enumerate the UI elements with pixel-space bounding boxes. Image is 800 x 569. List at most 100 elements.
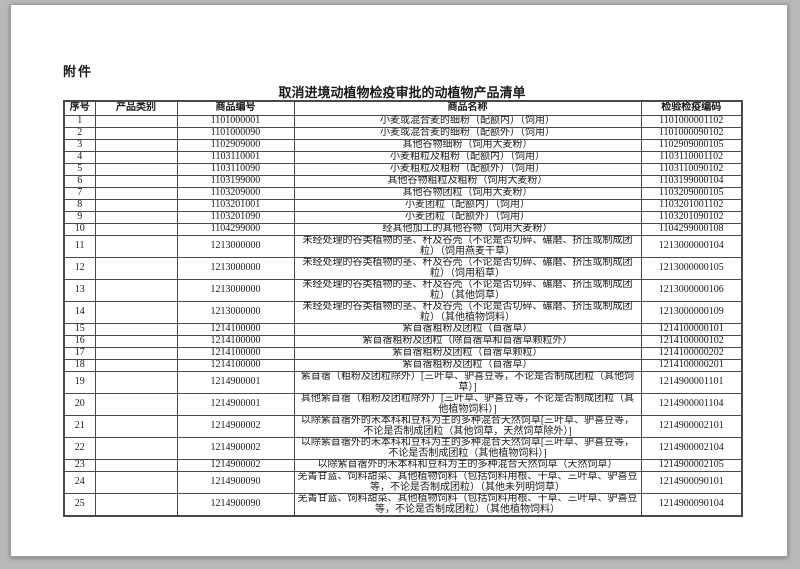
table-row: 7 1103209000 其他谷物团粒（饲用大麦粉） 1103209000105 xyxy=(63,187,743,200)
cell-seq: 19 xyxy=(63,371,96,394)
cell-category xyxy=(94,415,178,438)
cell-category xyxy=(94,187,178,200)
cell-category xyxy=(94,127,178,140)
column-header: 产品类别 xyxy=(94,100,178,116)
cell-code: 1213000000 xyxy=(176,235,295,258)
cell-seq: 1 xyxy=(63,115,96,128)
table-row: 23 1214900002 以除紫苜蓿外的禾本科和豆科为主的多种混合天然饲草（天然饲… xyxy=(63,459,743,472)
cell-seq: 17 xyxy=(63,347,96,360)
cell-category xyxy=(94,437,178,460)
cell-name: 芜菁甘蓝、饲料甜菜、其他植物饲料（包括饲料用根、干草、三叶草、驴喜豆等，不论是否… xyxy=(293,471,642,494)
cell-ciq: 1214900001101 xyxy=(640,371,743,394)
cell-seq: 14 xyxy=(63,301,96,324)
cell-seq: 24 xyxy=(63,471,96,494)
cell-seq: 13 xyxy=(63,279,96,302)
cell-seq: 18 xyxy=(63,359,96,372)
cell-ciq: 1214900002101 xyxy=(640,415,743,438)
cell-seq: 25 xyxy=(63,493,96,517)
cell-category xyxy=(94,301,178,324)
cell-seq: 3 xyxy=(63,139,96,152)
cell-ciq: 1213000000106 xyxy=(640,279,743,302)
cell-seq: 8 xyxy=(63,199,96,212)
table-row: 4 1103110001 小麦粗粒及粗粉（配额内）（饲用） 1103110001102 xyxy=(63,151,743,164)
table-row: 16 1214100000 紫苜蓿粗粉及团粒（除苜蓿草和苜蓿草颗粒外） 1214100… xyxy=(63,335,743,348)
cell-ciq: 1214100000101 xyxy=(640,323,743,336)
table-row: 12 1213000000 未经处理的谷类植物的茎、秆及谷壳（不论是否切碎、碾磨、挤… xyxy=(63,257,743,280)
cell-name: 小麦团粒（配额外）（饲用） xyxy=(293,211,642,224)
cell-category xyxy=(94,471,178,494)
cell-name: 紫苜蓿粗粉及团粒（苜蓿草颗粒） xyxy=(293,347,642,360)
cell-code: 1213000000 xyxy=(176,257,295,280)
table-row: 6 1103199000 其他谷物粗粒及粗粉（饲用大麦粉） 1103199000104 xyxy=(63,175,743,188)
cell-seq: 23 xyxy=(63,459,96,472)
cell-code: 1213000000 xyxy=(176,279,295,302)
cell-name: 其他谷物粗粒及粗粉（饲用大麦粉） xyxy=(293,175,642,188)
cell-code: 1214900090 xyxy=(176,471,295,494)
cell-code: 1214900001 xyxy=(176,371,295,394)
table-row: 14 1213000000 未经处理的谷类植物的茎、秆及谷壳（不论是否切碎、碾磨、挤… xyxy=(63,301,743,324)
cell-seq: 16 xyxy=(63,335,96,348)
cell-seq: 11 xyxy=(63,235,96,258)
cell-ciq: 1104299000108 xyxy=(640,223,743,236)
cell-seq: 9 xyxy=(63,211,96,224)
cell-category xyxy=(94,359,178,372)
table-header-row: 序号 产品类别 商品编号 商品名称 检验检疫编码 xyxy=(63,100,743,116)
table-row: 10 1104299000 经其他加工的其他谷物（饲用大麦粉） 11042990001… xyxy=(63,223,743,236)
column-header: 序号 xyxy=(63,100,96,116)
cell-name: 小麦粗粒及粗粉（配额外）（饲用） xyxy=(293,163,642,176)
cell-ciq: 1214900001104 xyxy=(640,393,743,416)
cell-name: 未经处理的谷类植物的茎、秆及谷壳（不论是否切碎、碾磨、挤压或制成团粒）（其他植物… xyxy=(293,301,642,324)
cell-name: 经其他加工的其他谷物（饲用大麦粉） xyxy=(293,223,642,236)
cell-code: 1102909000 xyxy=(176,139,295,152)
table-row: 25 1214900090 芜菁甘蓝、饲料甜菜、其他植物饲料（包括饲料用根、干草、三… xyxy=(63,493,743,517)
table-row: 9 1103201090 小麦团粒（配额外）（饲用） 1103201090102 xyxy=(63,211,743,224)
cell-category xyxy=(94,235,178,258)
document-page: 附件 取消进境动植物检疫审批的动植物产品清单 序号 产品类别 商品编号 商品名称 检验检… xyxy=(10,4,788,557)
column-header: 商品编号 xyxy=(176,100,295,116)
cell-category xyxy=(94,115,178,128)
cell-ciq: 1101000090102 xyxy=(640,127,743,140)
cell-name: 紫苜蓿粗粉及团粒（除苜蓿草和苜蓿草颗粒外） xyxy=(293,335,642,348)
cell-category xyxy=(94,393,178,416)
cell-category xyxy=(94,199,178,212)
cell-name: 其他谷物团粒（饲用大麦粉） xyxy=(293,187,642,200)
cell-name: 其他紫苜蓿（粗粉及团粒除外）[三叶草、驴喜豆等，不论是否制成团粒（其他植物饲料）… xyxy=(293,393,642,416)
cell-code: 1101000090 xyxy=(176,127,295,140)
table-row: 21 1214900002 以除紫苜蓿外的禾本科和豆科为主的多种混合天然饲草[三叶草… xyxy=(63,415,743,438)
cell-name: 以除紫苜蓿外的禾本科和豆科为主的多种混合天然饲草[三叶草、驴喜豆等，不论是否制成… xyxy=(293,415,642,438)
cell-category xyxy=(94,493,178,517)
cell-seq: 22 xyxy=(63,437,96,460)
table-row: 2 1101000090 小麦或混合麦的细粉（配额外）（饲用） 11010000901… xyxy=(63,127,743,140)
cell-ciq: 1214900002104 xyxy=(640,437,743,460)
cell-name: 以除紫苜蓿外的禾本科和豆科为主的多种混合天然饲草[三叶草、驴喜豆等，不论是否制成… xyxy=(293,437,642,460)
cell-ciq: 1214100000202 xyxy=(640,347,743,360)
product-table: 序号 产品类别 商品编号 商品名称 检验检疫编码 1 1101000001 小麦或混合麦的细… xyxy=(63,100,743,517)
cell-ciq: 1103110001102 xyxy=(640,151,743,164)
cell-name: 小麦团粒（配额内）（饲用） xyxy=(293,199,642,212)
cell-seq: 5 xyxy=(63,163,96,176)
cell-category xyxy=(94,335,178,348)
cell-seq: 10 xyxy=(63,223,96,236)
cell-code: 1104299000 xyxy=(176,223,295,236)
table-row: 1 1101000001 小麦或混合麦的细粉（配额内）（饲用） 11010000011… xyxy=(63,115,743,128)
cell-code: 1214100000 xyxy=(176,359,295,372)
table-row: 13 1213000000 未经处理的谷类植物的茎、秆及谷壳（不论是否切碎、碾磨、挤… xyxy=(63,279,743,302)
table-row: 8 1103201001 小麦团粒（配额内）（饲用） 1103201001102 xyxy=(63,199,743,212)
cell-category xyxy=(94,279,178,302)
table-row: 18 1214100000 紫苜蓿粗粉及团粒（苜蓿草） 1214100000201 xyxy=(63,359,743,372)
table-row: 11 1213000000 未经处理的谷类植物的茎、秆及谷壳（不论是否切碎、碾磨、挤… xyxy=(63,235,743,258)
table-row: 19 1214900001 紫苜蓿（粗粉及团粒除外）[三叶草、驴喜豆等，不论是否制成… xyxy=(63,371,743,394)
cell-category xyxy=(94,223,178,236)
cell-category xyxy=(94,163,178,176)
cell-code: 1103201090 xyxy=(176,211,295,224)
cell-code: 1214900002 xyxy=(176,437,295,460)
cell-code: 1103110090 xyxy=(176,163,295,176)
cell-ciq: 1214900090101 xyxy=(640,471,743,494)
cell-ciq: 1102909000105 xyxy=(640,139,743,152)
cell-name: 其他谷物细粉（饲用大麦粉） xyxy=(293,139,642,152)
table-row: 20 1214900001 其他紫苜蓿（粗粉及团粒除外）[三叶草、驴喜豆等，不论是否… xyxy=(63,393,743,416)
cell-category xyxy=(94,323,178,336)
cell-seq: 20 xyxy=(63,393,96,416)
cell-name: 未经处理的谷类植物的茎、秆及谷壳（不论是否切碎、碾磨、挤压或制成团粒）（饲用燕麦… xyxy=(293,235,642,258)
cell-code: 1214100000 xyxy=(176,335,295,348)
